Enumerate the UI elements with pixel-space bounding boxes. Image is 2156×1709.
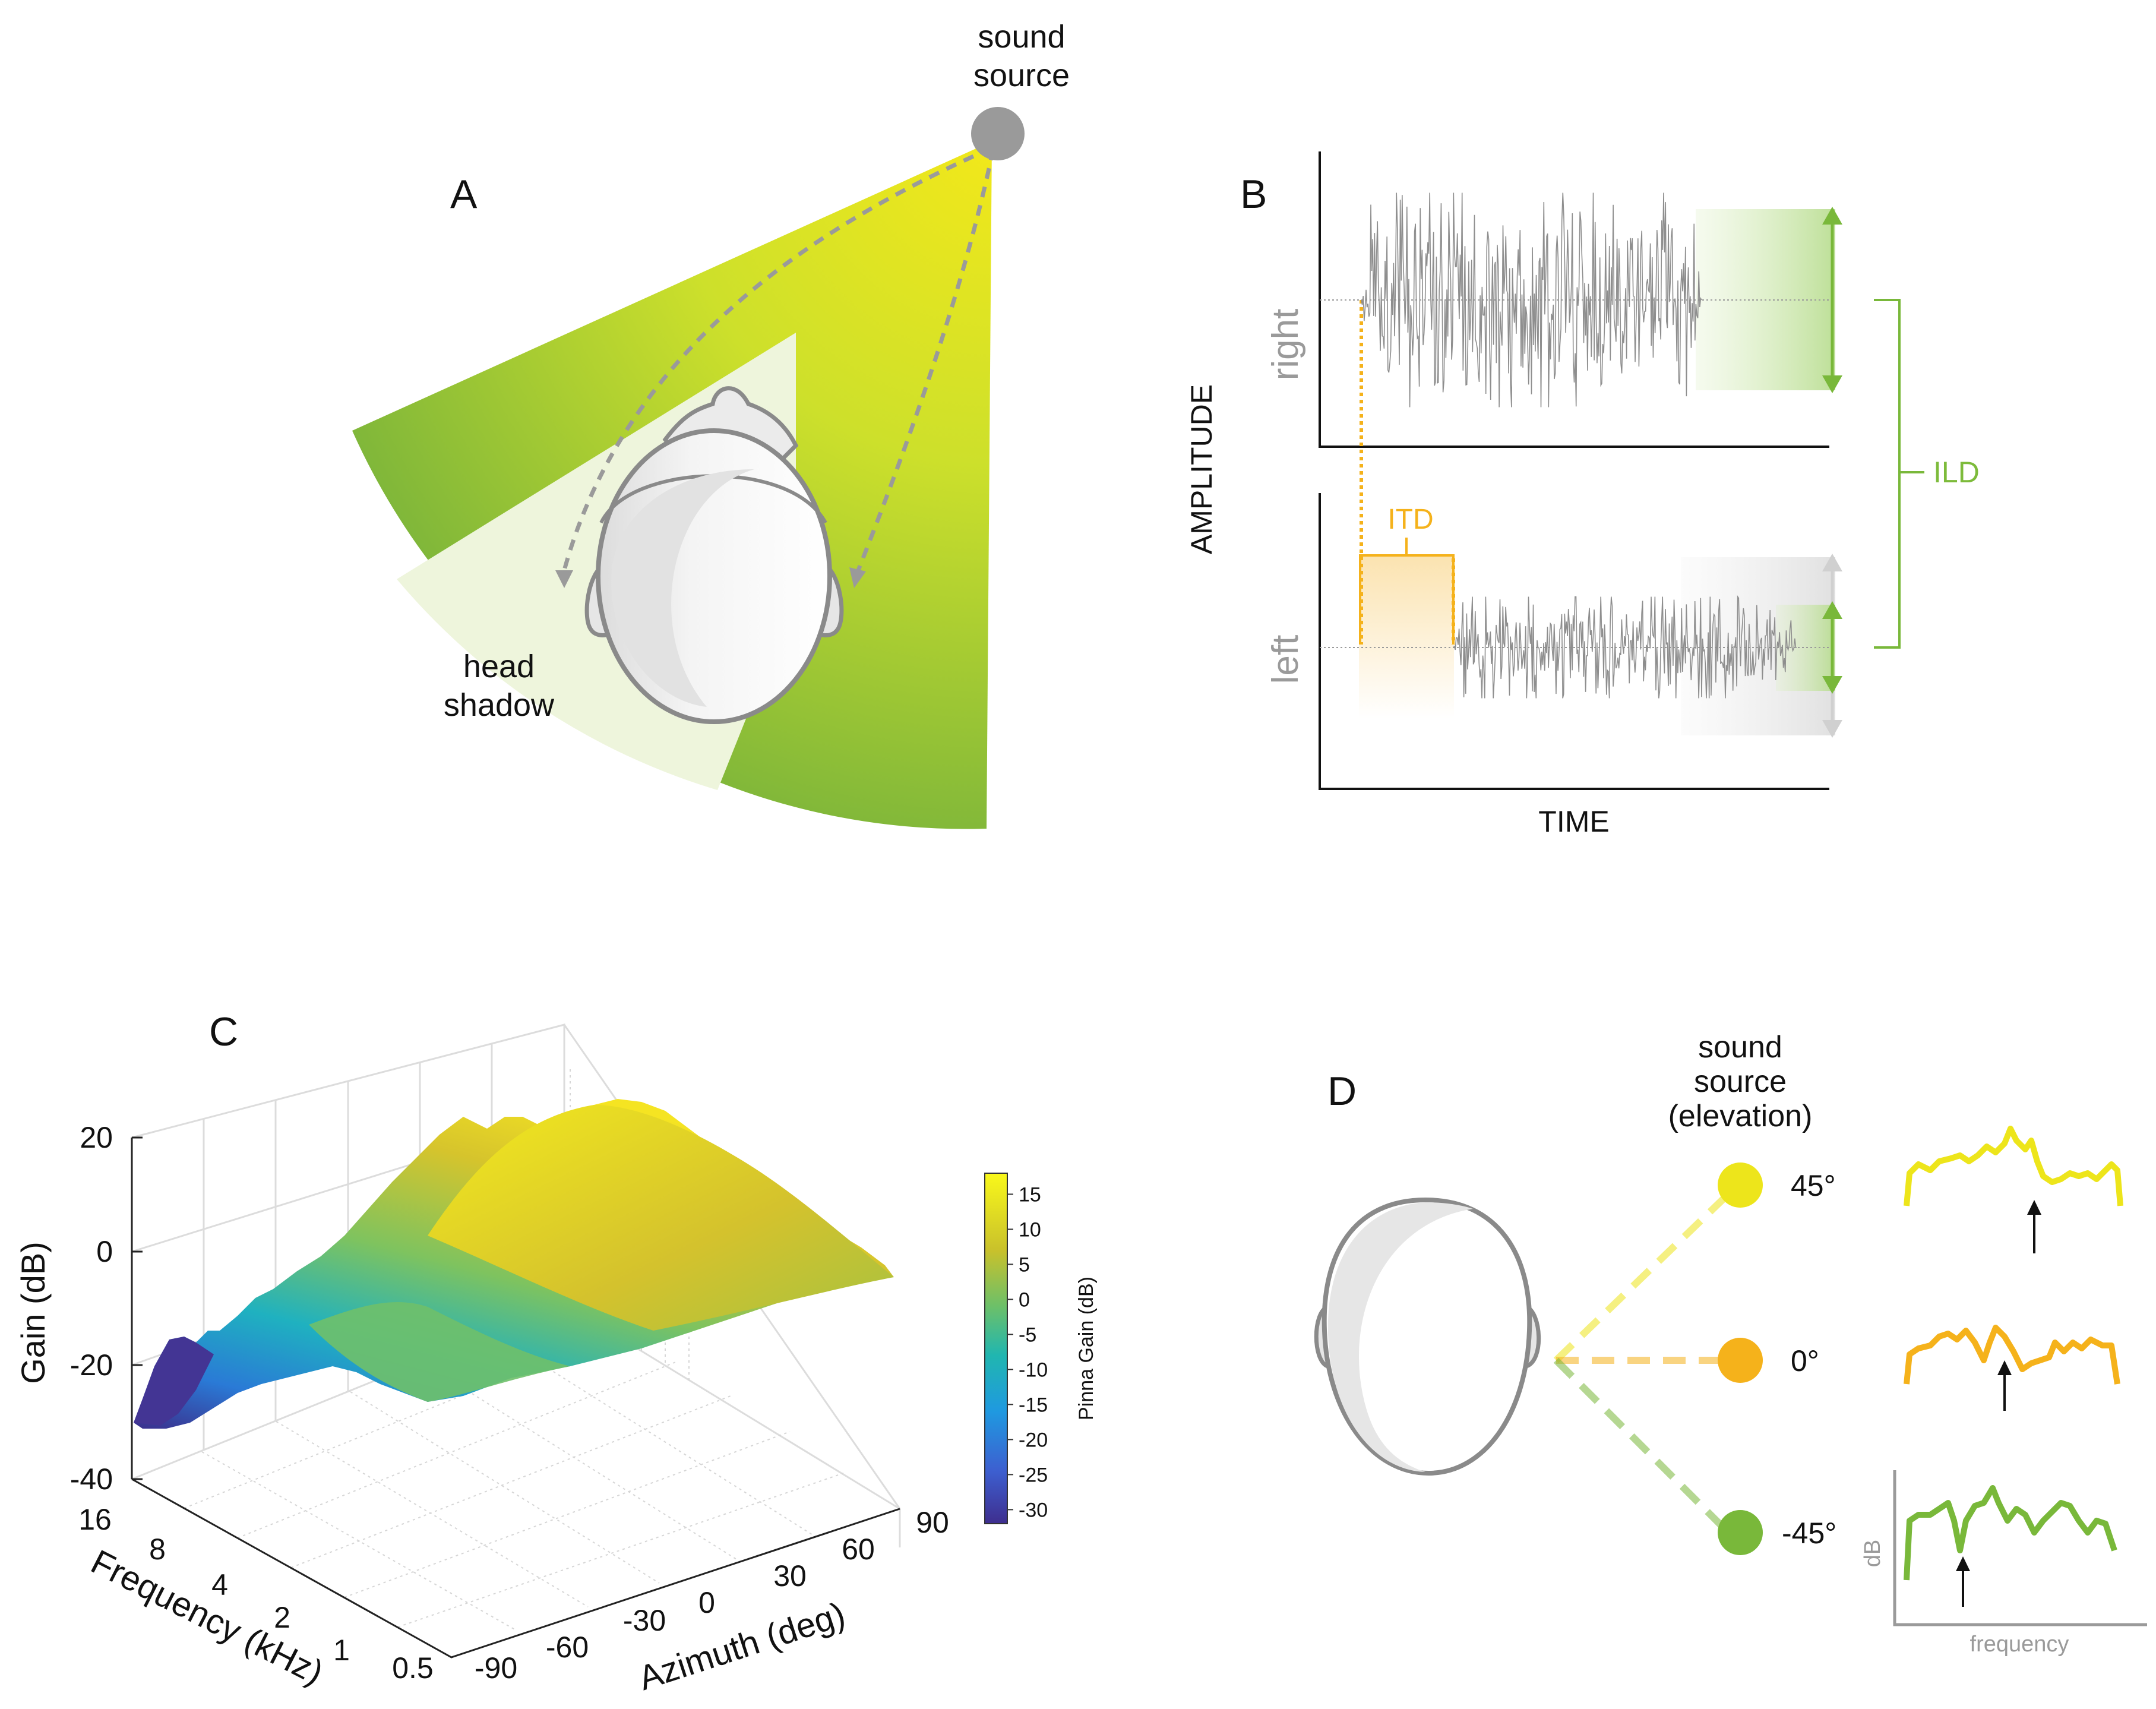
elevation-label-neg45: -45°: [1782, 1517, 1836, 1550]
az-tick-3: 0: [698, 1586, 715, 1619]
source-dot-neg45: [1718, 1510, 1763, 1555]
elevation-label-45: 45°: [1791, 1169, 1836, 1202]
freq-tick-5: 0.5: [392, 1651, 434, 1685]
channel-right-label: right: [1265, 309, 1306, 381]
axis-bottom: [1319, 493, 1829, 790]
ild-label: ILD: [1933, 456, 1980, 489]
colorbar-tick-label-6: -15: [1019, 1394, 1048, 1416]
az-tick-0: -90: [475, 1651, 517, 1685]
az-tick-1: -60: [546, 1631, 589, 1664]
elevation-title-1: sound: [1698, 1030, 1782, 1064]
z-tick-2: -20: [70, 1348, 113, 1382]
ild-bracket: [1874, 299, 1901, 649]
freq-tick-1: 8: [149, 1533, 166, 1566]
waveform-left: [1453, 595, 1797, 699]
panel-c-letter: C: [209, 1009, 238, 1054]
waveform-right-trace: [1361, 192, 1702, 407]
dash-45: [1553, 1194, 1728, 1363]
z-tick-3: -40: [70, 1462, 113, 1496]
gain-surface: [134, 1099, 894, 1429]
panel-a: A sound source head shadow: [352, 19, 1070, 829]
spectrum-neg45: [1904, 1485, 2117, 1581]
panel-c: C: [14, 1009, 1098, 1698]
spectrum-0: [1904, 1325, 2120, 1385]
freq-tick-4: 1: [333, 1634, 350, 1667]
arrow-head-left: [555, 570, 573, 588]
head-top-view: [584, 386, 844, 724]
waveform-left-trace: [1453, 595, 1797, 699]
az-tick-6: 90: [916, 1506, 949, 1539]
shadow-label-line2: shadow: [444, 687, 555, 723]
itd-shade: [1359, 555, 1454, 719]
colorbar-tick-label-0: 15: [1019, 1183, 1041, 1206]
azimuth-axis-label: Azimuth (deg): [634, 1595, 849, 1698]
colorbar-tick-label-5: -10: [1019, 1359, 1048, 1381]
c-axes: [131, 1136, 900, 1659]
az-tick-2: -30: [623, 1604, 666, 1637]
ild-arrow-left: [1822, 601, 1842, 694]
colorbar-tick-label-2: 5: [1019, 1253, 1030, 1276]
spectrum-xlabel: frequency: [1970, 1632, 2069, 1657]
panel-d: D sound source (elevation) 45° 0° -45°: [1314, 1030, 2147, 1657]
channel-left-label: left: [1265, 635, 1306, 684]
source-label-line1: sound: [978, 19, 1065, 55]
axis-top: [1319, 151, 1829, 448]
colorbar-tick-label-8: -25: [1019, 1464, 1048, 1486]
panel-d-letter: D: [1327, 1069, 1357, 1114]
panel-b-letter: B: [1240, 172, 1267, 217]
itd-label: ITD: [1387, 504, 1433, 535]
colorbar-tick-label-4: -5: [1019, 1323, 1036, 1346]
source-label-line2: source: [973, 58, 1070, 93]
ild-arrow-right: [1822, 207, 1842, 393]
colorbar-tick-label-7: -20: [1019, 1429, 1048, 1451]
colorbar-tick-label-3: 0: [1019, 1288, 1030, 1311]
dash-neg45: [1553, 1357, 1728, 1533]
az-tick-4: 30: [773, 1559, 807, 1593]
colorbar-label: Pinna Gain (dB): [1075, 1277, 1098, 1420]
head-front-view: [1314, 1197, 1541, 1476]
dashed-path-left: [562, 146, 992, 571]
colorbar: [984, 1173, 1008, 1524]
freq-tick-3: 2: [274, 1601, 290, 1634]
colorbar-tick-label-1: 10: [1019, 1218, 1041, 1241]
frequency-axis-label: Frequency (kHz): [85, 1542, 329, 1692]
arrow-head-right: [849, 567, 866, 588]
z-tick-0: 20: [80, 1121, 113, 1154]
amplitude-label: AMPLITUDE: [1185, 384, 1218, 554]
colorbar-ticks: 15 10 5 0 -5 -10 -15 -20 -25 -30: [1007, 1183, 1048, 1521]
z-axis-label: Gain (dB): [14, 1242, 52, 1384]
dashed-path-right: [856, 149, 995, 571]
time-label: TIME: [1538, 805, 1609, 838]
az-tick-5: 60: [842, 1533, 875, 1566]
spectrum-45: [1904, 1126, 2123, 1206]
elevation-label-0: 0°: [1791, 1344, 1819, 1378]
spectrum-axes: [1893, 1470, 2147, 1626]
colorbar-tick-label-9: -30: [1019, 1499, 1048, 1521]
source-dot-0: [1718, 1338, 1763, 1383]
spectrum-ylabel: dB: [1860, 1540, 1885, 1567]
z-tick-1: 0: [96, 1235, 113, 1268]
panel-a-letter: A: [450, 172, 478, 217]
freq-tick-0: 16: [78, 1503, 112, 1536]
waveform-right: [1361, 192, 1702, 407]
elevation-title-3: (elevation): [1668, 1099, 1813, 1133]
panel-b: B ITD: [1185, 151, 1980, 838]
freq-tick-2: 4: [211, 1568, 228, 1601]
sound-source-dot: [971, 107, 1025, 160]
source-dot-45: [1718, 1163, 1763, 1208]
elevation-title-2: source: [1694, 1064, 1787, 1099]
shadow-label-line1: head: [463, 649, 535, 684]
